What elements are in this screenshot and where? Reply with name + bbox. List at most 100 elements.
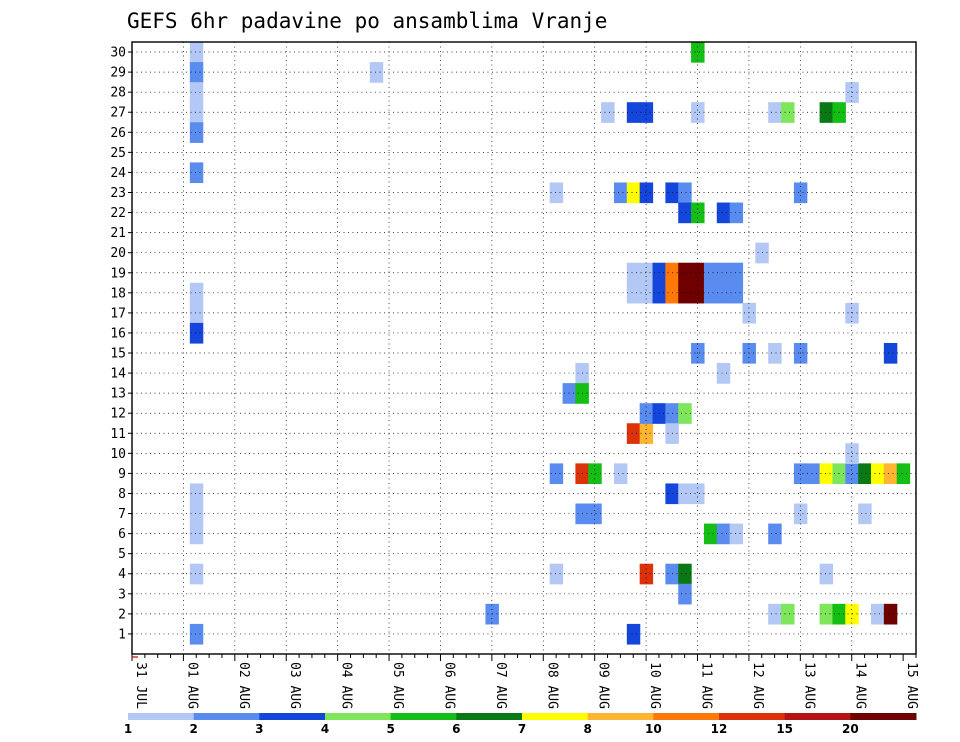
precip-cell (639, 182, 654, 204)
axes: 1234567891011121314151617181920212223242… (110, 41, 919, 709)
grid-lines (132, 42, 916, 654)
y-tick-label: 22 (110, 206, 126, 221)
y-tick-label: 7 (118, 507, 126, 522)
colorbar-label: 1 (124, 722, 132, 736)
colorbar-label: 2 (189, 722, 197, 736)
precip-cell (678, 202, 692, 224)
y-tick-label: 29 (110, 66, 126, 81)
y-tick-label: 28 (110, 86, 126, 101)
y-tick-label: 9 (118, 467, 126, 482)
precip-cell (678, 262, 692, 284)
precip-cell (189, 282, 204, 304)
precip-cell (781, 102, 795, 123)
precip-cell (678, 182, 692, 204)
precip-cell (189, 523, 204, 545)
precip-cell (896, 463, 911, 485)
colorbar-label: 5 (386, 722, 394, 736)
precip-cell (716, 523, 731, 545)
colorbar-label: 8 (583, 722, 591, 736)
y-tick-label: 6 (118, 527, 126, 542)
colorbar-swatch (325, 713, 392, 720)
precip-cell (691, 42, 705, 63)
precip-cell (819, 603, 834, 625)
y-tick-label: 21 (110, 226, 126, 241)
y-tick-label: 17 (110, 306, 126, 321)
precip-cell (626, 262, 641, 284)
precip-cell (639, 282, 654, 304)
colorbar-label: 7 (518, 722, 526, 736)
x-tick-label: 09 AUG (596, 662, 611, 709)
precip-cell (613, 463, 628, 485)
y-tick-label: 24 (110, 166, 126, 181)
y-tick-label: 18 (110, 286, 126, 301)
precip-cell (549, 563, 564, 585)
precip-cell (781, 603, 795, 625)
precip-cell (613, 182, 628, 204)
y-tick-label: 27 (110, 106, 126, 121)
precip-cell (819, 563, 834, 585)
colorbar-label: 4 (321, 722, 329, 736)
precip-cell (549, 182, 564, 204)
precip-cell (626, 623, 641, 645)
precip-cell (871, 603, 885, 625)
precip-cell (883, 463, 898, 485)
precip-cell (626, 423, 641, 444)
y-tick-label: 20 (110, 246, 126, 261)
precip-cell (883, 342, 898, 364)
precip-cell (819, 102, 834, 123)
colorbar-label: 3 (255, 722, 263, 736)
colorbar-label: 6 (452, 722, 460, 736)
precip-cell (639, 262, 654, 284)
y-tick-label: 4 (118, 567, 126, 582)
y-tick-label: 11 (110, 427, 126, 442)
precip-cell (729, 262, 744, 284)
precip-cell (189, 322, 204, 344)
colorbar-swatch (522, 713, 589, 720)
precip-cell (189, 102, 204, 123)
precip-cell (691, 483, 705, 505)
precip-cell (678, 403, 692, 424)
precip-cell (369, 62, 384, 83)
precip-cell (678, 282, 692, 304)
colorbar-label: 12 (711, 722, 728, 736)
y-tick-label: 30 (110, 46, 126, 61)
colorbar-swatch (390, 713, 457, 720)
precip-cell (626, 282, 641, 304)
precip-cell (189, 503, 204, 525)
precip-cell (768, 342, 782, 364)
colorbar-swatch (259, 713, 326, 720)
precip-cell (639, 563, 654, 585)
precip-cell (189, 122, 204, 143)
precip-cell (588, 463, 602, 485)
x-tick-label: 03 AUG (287, 662, 302, 709)
x-tick-label: 13 AUG (801, 662, 816, 709)
y-tick-label: 25 (110, 146, 126, 161)
y-tick-label: 5 (118, 547, 126, 562)
precip-cell (768, 603, 782, 625)
y-tick-label: 2 (118, 607, 126, 622)
x-tick-label: 14 AUG (853, 662, 868, 709)
precip-cell (768, 523, 782, 545)
x-tick-label: 08 AUG (544, 662, 559, 709)
x-tick-label: 15 AUG (904, 662, 919, 709)
precip-cell (626, 182, 641, 204)
precip-cell (716, 262, 731, 284)
y-tick-label: 26 (110, 126, 126, 141)
y-tick-label: 19 (110, 266, 126, 281)
precip-cell (189, 162, 204, 184)
precip-cell (588, 503, 602, 525)
precip-cell (858, 503, 872, 525)
precip-cell (678, 563, 692, 585)
y-tick-label: 15 (110, 347, 126, 362)
y-tick-label: 8 (118, 487, 126, 502)
y-tick-label: 13 (110, 387, 126, 402)
colorbar-swatch (587, 713, 654, 720)
precip-cell (189, 82, 204, 103)
plot-frame (131, 41, 917, 655)
precip-cell (639, 403, 654, 424)
y-tick-label: 16 (110, 326, 126, 341)
colorbar-swatch (784, 713, 851, 720)
precip-cell (678, 483, 692, 505)
precip-cell (189, 42, 204, 63)
